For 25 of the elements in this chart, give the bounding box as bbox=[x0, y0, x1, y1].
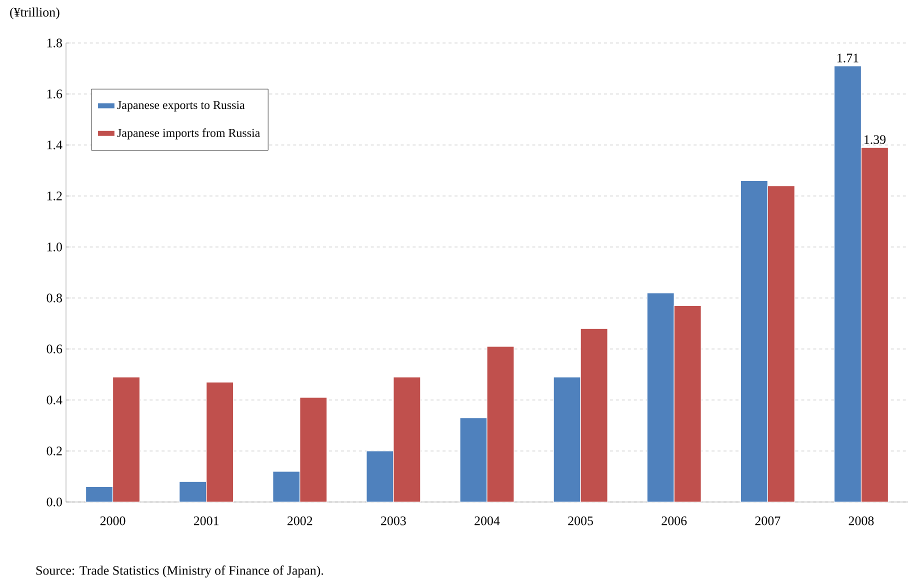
x-tick-label: 2003 bbox=[381, 516, 406, 526]
y-tick-label: 1.2 bbox=[47, 192, 62, 200]
source-note: Source: Trade Statistics (Ministry of Finance of Japan). bbox=[36, 566, 324, 578]
y-tick-label: 0.0 bbox=[46, 498, 62, 506]
y-tick-label: 1.8 bbox=[47, 38, 62, 48]
x-tick-label: 2000 bbox=[100, 516, 126, 526]
x-tick-label: 2005 bbox=[568, 516, 594, 526]
x-tick-label: 2007 bbox=[755, 516, 780, 526]
data-label: 1.71 bbox=[838, 54, 858, 62]
y-tick-label: 0.4 bbox=[46, 396, 62, 404]
x-tick-label: 2006 bbox=[662, 516, 687, 526]
y-tick-label: 0.2 bbox=[46, 446, 62, 456]
y-tick-label: 0.8 bbox=[46, 294, 62, 302]
x-tick-label: 2008 bbox=[848, 516, 874, 526]
y-axis-title: (¥trillion) bbox=[10, 8, 60, 20]
y-tick-label: 1.0 bbox=[47, 242, 62, 252]
y-tick-label: 0.6 bbox=[46, 344, 62, 354]
legend-label: Japanese exports to Russia bbox=[117, 101, 245, 112]
legend-label: Japanese imports from Russia bbox=[117, 128, 260, 140]
x-tick-label: 2004 bbox=[474, 516, 500, 526]
data-label: 1.39 bbox=[864, 135, 886, 144]
x-tick-label: 2002 bbox=[288, 516, 312, 526]
x-tick-label: 2001 bbox=[194, 516, 219, 526]
y-tick-label: 1.4 bbox=[47, 140, 62, 150]
y-tick-label: 1.6 bbox=[47, 90, 62, 98]
